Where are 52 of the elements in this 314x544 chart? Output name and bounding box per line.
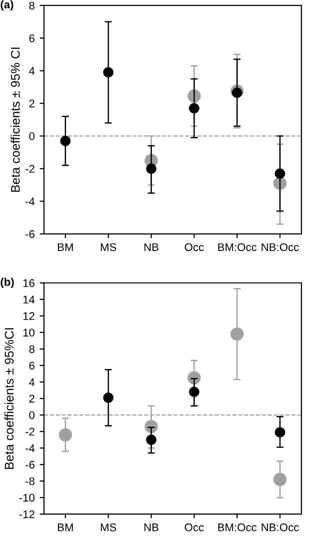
y-tick-label: -4 [26, 444, 35, 452]
y-tick-label: -8 [26, 477, 34, 486]
chart-title: (b) [0, 278, 14, 288]
x-tick-label: NB [144, 243, 158, 251]
y-tick-label: 16 [23, 279, 34, 288]
y-tick-label: 0 [29, 411, 34, 420]
y-tick-label: -6 [26, 230, 34, 238]
x-tick-label: BM [58, 524, 73, 532]
y-tick-label: -2 [26, 164, 34, 173]
x-tick-label: NB:Occ [262, 523, 299, 532]
point [188, 103, 200, 114]
y-tick-label: -10 [19, 494, 34, 502]
point [103, 392, 114, 403]
chart-title: (a) [0, 0, 14, 11]
point [274, 168, 286, 179]
y-tick-label: 12 [23, 312, 34, 320]
x-tick-label: Occ [184, 523, 204, 532]
y-tick-label: -2 [26, 428, 34, 436]
y-tick-label: 4 [29, 67, 35, 75]
y-tick-label: 2 [29, 394, 34, 403]
y-tick-label: -6 [26, 460, 34, 469]
y-tick-label: -4 [26, 198, 35, 206]
point [274, 427, 286, 438]
x-tick-label: MS [100, 523, 116, 532]
point [146, 163, 156, 174]
y-tick-label: 0 [29, 132, 34, 140]
y-tick-label: 2 [29, 100, 34, 108]
point [232, 88, 242, 98]
point [58, 428, 72, 442]
y-tick-label: 6 [29, 34, 34, 42]
x-tick-label: BM:Occ [218, 523, 257, 532]
point [103, 67, 114, 78]
x-tick-label: BM [58, 243, 73, 251]
y-tick-label: -12 [19, 510, 34, 518]
x-tick-label: MS [100, 243, 116, 252]
y-tick-label: 8 [29, 2, 34, 10]
point [230, 327, 244, 341]
y-tick-label: 4 [29, 378, 35, 386]
point [60, 136, 71, 146]
y-axis-title: Beta coefficients ± 95%CI [4, 328, 14, 469]
y-tick-label: 10 [23, 328, 34, 337]
x-tick-label: BM:Occ [218, 243, 257, 252]
x-tick-label: NB:Occ [262, 243, 299, 252]
point [146, 434, 156, 445]
x-tick-label: Occ [184, 243, 204, 252]
y-axis-title: Beta coefficients ± 95% CI [10, 48, 20, 192]
x-tick-label: NB [144, 524, 158, 532]
point [188, 386, 200, 398]
y-tick-label: 14 [23, 296, 35, 304]
point [273, 472, 287, 486]
y-tick-label: 8 [29, 345, 34, 354]
y-tick-label: 6 [29, 362, 34, 370]
